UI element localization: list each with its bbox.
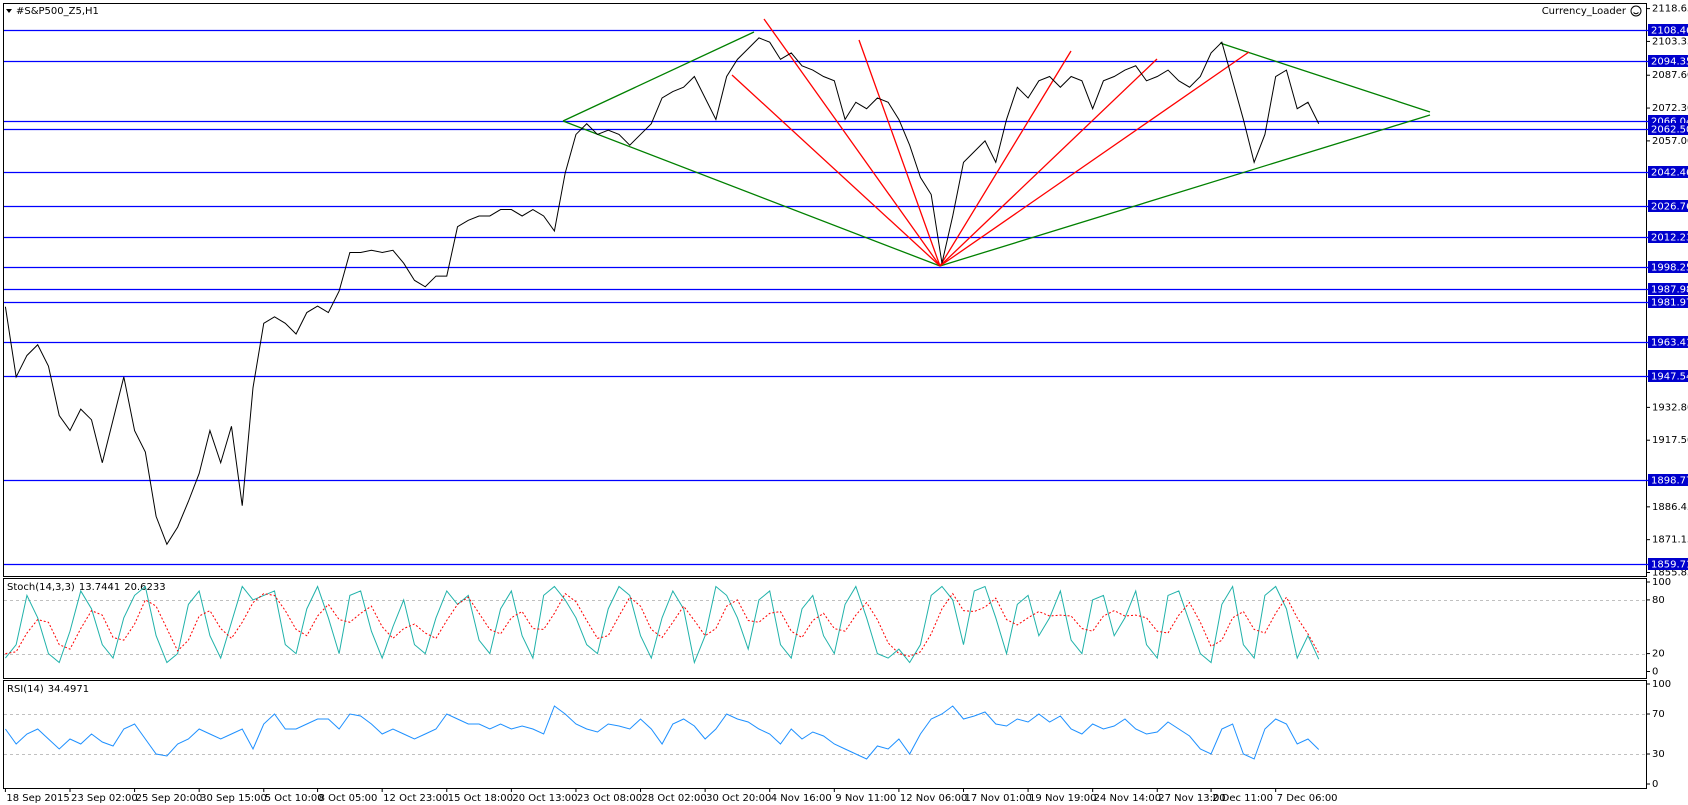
y-tick-label: 30 (1652, 749, 1665, 760)
level-label: 1998.25 (1651, 263, 1688, 274)
y-tick-label: 2118.65 (1652, 4, 1688, 15)
y-tick-label: 1886.45 (1652, 502, 1688, 513)
y-tick-label: 2072.30 (1652, 103, 1688, 114)
level-tag (1648, 558, 1688, 570)
smiley-face (1630, 5, 1642, 17)
y-tick-label: 2087.60 (1652, 70, 1688, 81)
level-label: 2012.23 (1651, 233, 1688, 244)
y-tick-label: 0 (1652, 779, 1658, 790)
x-tick-label: 5 Oct 10:00 (265, 793, 324, 804)
level-label: 2066.04 (1651, 117, 1688, 128)
trendline (562, 31, 755, 122)
x-tick-label: 4 Nov 16:00 (771, 793, 832, 804)
x-tick-label: 30 Sep 15:00 (200, 793, 267, 804)
y-tick-label: 80 (1652, 595, 1665, 606)
y-tick-label: 2057.00 (1652, 136, 1688, 147)
y-tick-label: 1932.80 (1652, 402, 1688, 413)
x-tick-label: 20 Oct 13:00 (512, 793, 577, 804)
x-tick-label: 9 Nov 11:00 (835, 793, 896, 804)
y-tick-label: 100 (1652, 679, 1671, 690)
level-label: 2042.46 (1651, 168, 1688, 179)
level-tag (1648, 283, 1688, 295)
fan-line (731, 74, 941, 267)
x-tick-label: 15 Oct 18:00 (448, 793, 513, 804)
level-label: 2062.50 (1651, 125, 1688, 136)
x-tick-label: 25 Sep 20:00 (136, 793, 203, 804)
level-label: 1963.41 (1651, 338, 1688, 349)
level-label: 1987.98 (1651, 285, 1688, 296)
rsi-name: RSI(14) (7, 684, 44, 695)
level-tag (1648, 336, 1688, 348)
trendline (939, 114, 1431, 267)
trendline (562, 120, 941, 267)
level-tag (1648, 55, 1688, 67)
price-line (5, 592, 1320, 657)
stoch-panel (3, 578, 1647, 679)
smiley-icon (1630, 5, 1642, 17)
level-label: 1981.97 (1651, 298, 1688, 309)
level-tag (1648, 370, 1688, 382)
menu-arrow (6, 9, 12, 13)
trendline (1219, 42, 1431, 113)
level-tag (1648, 231, 1688, 243)
level-label: 2026.76 (1651, 202, 1688, 213)
price-line (4, 705, 1320, 760)
fan-line (858, 39, 941, 267)
price-line (4, 37, 1320, 546)
trendlines (562, 18, 1431, 267)
y-tick-label: 0 (1652, 667, 1658, 678)
x-tick-label: 28 Oct 02:00 (642, 793, 707, 804)
level-label: 2094.35 (1651, 57, 1688, 68)
smiley-mouth (1633, 12, 1639, 15)
x-tick-label: 19 Nov 19:00 (1029, 793, 1096, 804)
level-label: 1859.71 (1651, 560, 1688, 571)
fan-line (939, 58, 1158, 267)
level-tag (1648, 474, 1688, 486)
stoch-title: Stoch(14,3,3) 13.7441 20.6233 (7, 582, 166, 593)
chart-title: #S&P500_Z5,H1 (16, 6, 99, 17)
x-tick-label: 27 Nov 13:00 (1158, 793, 1225, 804)
x-tick-label: 7 Dec 06:00 (1277, 793, 1338, 804)
x-tick-label: 30 Oct 20:00 (706, 793, 771, 804)
x-tick-label: 18 Sep 2015 (6, 793, 69, 804)
x-tick-label: 8 Oct 05:00 (319, 793, 378, 804)
fan-line (939, 51, 1250, 267)
y-tick-label: 2103.35 (1652, 36, 1688, 47)
level-label: 1898.77 (1651, 476, 1688, 487)
x-tick-label: 17 Nov 01:00 (964, 793, 1031, 804)
x-tick-label: 12 Nov 06:00 (900, 793, 967, 804)
fan-line (939, 50, 1072, 267)
level-tag (1648, 200, 1688, 212)
x-tick-label: 12 Oct 23:00 (383, 793, 448, 804)
rsi-value: 34.4971 (48, 684, 89, 695)
level-tag (1648, 123, 1688, 135)
x-tick-label: 2 Dec 11:00 (1212, 793, 1273, 804)
x-tick-label: 23 Oct 08:00 (577, 793, 642, 804)
level-tag (1648, 261, 1688, 273)
level-label: 1947.54 (1651, 372, 1688, 383)
y-tick-label: 1871.15 (1652, 535, 1688, 546)
stoch-main-value: 13.7441 (79, 582, 120, 593)
y-tick-label: 70 (1652, 709, 1665, 720)
x-tick-label: 24 Nov 14:00 (1094, 793, 1161, 804)
price-line (5, 585, 1320, 665)
y-tick-label: 20 (1652, 649, 1665, 660)
level-tag (1648, 166, 1688, 178)
level-tag (1648, 296, 1688, 308)
x-tick-label: 23 Sep 02:00 (71, 793, 138, 804)
rsi-title: RSI(14) 34.4971 (7, 684, 89, 695)
stoch-name: Stoch(14,3,3) (7, 582, 75, 593)
level-tag (1648, 24, 1688, 36)
y-tick-label: 1855.85 (1652, 568, 1688, 579)
y-tick-label: 100 (1652, 577, 1671, 588)
fan-line (763, 18, 941, 267)
green-triangle (562, 31, 1431, 267)
y-tick-label: 1917.50 (1652, 435, 1688, 446)
red-fan (731, 18, 1250, 267)
level-label: 2108.46 (1651, 26, 1688, 37)
indicator-name: Currency_Loader (1542, 6, 1627, 17)
rsi-panel (3, 680, 1647, 789)
